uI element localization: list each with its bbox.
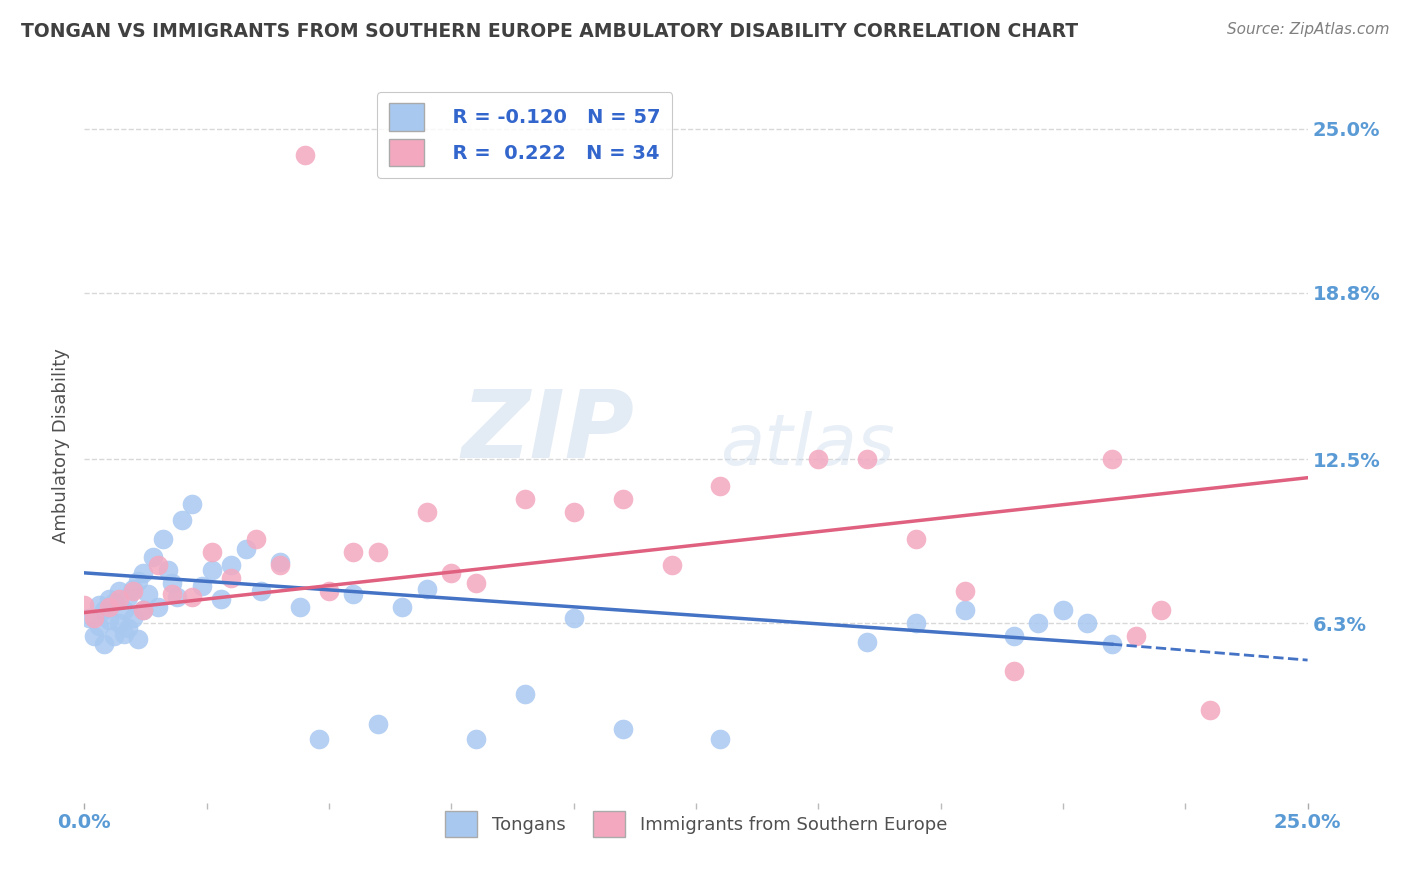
Point [142,549,165,564]
Point [132,603,155,617]
Point [112,626,135,640]
Point [200,563,222,577]
Point [152,532,174,546]
Point [318,584,340,599]
Point [367,545,389,559]
Point [83,629,105,643]
Point [661,558,683,572]
Point [97,600,120,615]
Point [172,513,194,527]
Point [87,618,110,632]
Text: TONGAN VS IMMIGRANTS FROM SOUTHERN EUROPE AMBULATORY DISABILITY CORRELATION CHAR: TONGAN VS IMMIGRANTS FROM SOUTHERN EUROP… [21,22,1078,41]
Point [117,621,139,635]
Point [93,603,115,617]
Point [181,497,204,511]
Point [709,478,731,492]
Point [162,587,184,601]
Point [1150,603,1173,617]
Point [235,542,257,557]
Point [562,505,585,519]
Point [107,592,129,607]
Point [136,587,159,601]
Point [117,590,139,604]
Point [294,148,316,162]
Point [93,637,115,651]
Point [612,491,634,506]
Point [1101,637,1123,651]
Point [1101,452,1123,467]
Point [127,632,149,646]
Point [122,584,145,599]
Point [122,582,145,596]
Point [905,532,928,546]
Text: Source: ZipAtlas.com: Source: ZipAtlas.com [1226,22,1389,37]
Text: ZIP: ZIP [463,385,636,478]
Point [132,566,155,580]
Point [612,722,634,736]
Point [562,611,585,625]
Point [156,563,179,577]
Point [269,555,291,569]
Point [513,688,536,702]
Point [513,491,536,506]
Point [1002,629,1025,643]
Point [107,584,129,599]
Legend: Tongans, Immigrants from Southern Europe: Tongans, Immigrants from Southern Europe [437,804,955,844]
Text: atlas: atlas [720,411,896,481]
Point [77,611,100,625]
Point [1052,603,1074,617]
Point [162,576,184,591]
Point [166,590,188,604]
Point [103,629,125,643]
Point [953,584,976,599]
Point [181,590,204,604]
Point [308,732,330,747]
Point [856,634,879,648]
Point [107,616,129,631]
Point [73,598,96,612]
Point [1125,629,1147,643]
Point [269,558,291,572]
Point [200,545,222,559]
Point [97,592,120,607]
Point [905,616,928,631]
Point [146,600,169,615]
Point [249,584,271,599]
Point [367,716,389,731]
Point [464,732,486,747]
Point [464,576,486,591]
Point [953,603,976,617]
Point [219,558,242,572]
Point [342,587,364,601]
Point [87,598,110,612]
Point [245,532,267,546]
Point [856,452,879,467]
Point [391,600,413,615]
Point [416,582,439,596]
Point [1076,616,1098,631]
Y-axis label: Ambulatory Disability: Ambulatory Disability [52,349,70,543]
Point [103,595,125,609]
Point [1002,664,1025,678]
Point [97,614,120,628]
Point [127,574,149,588]
Point [416,505,439,519]
Point [807,452,830,467]
Point [342,545,364,559]
Point [219,571,242,585]
Point [191,579,214,593]
Point [146,558,169,572]
Point [709,732,731,747]
Point [1198,703,1220,717]
Point [209,592,232,607]
Point [288,600,311,615]
Point [1028,616,1050,631]
Point [132,603,155,617]
Point [112,603,135,617]
Point [122,611,145,625]
Point [440,566,463,580]
Point [83,611,105,625]
